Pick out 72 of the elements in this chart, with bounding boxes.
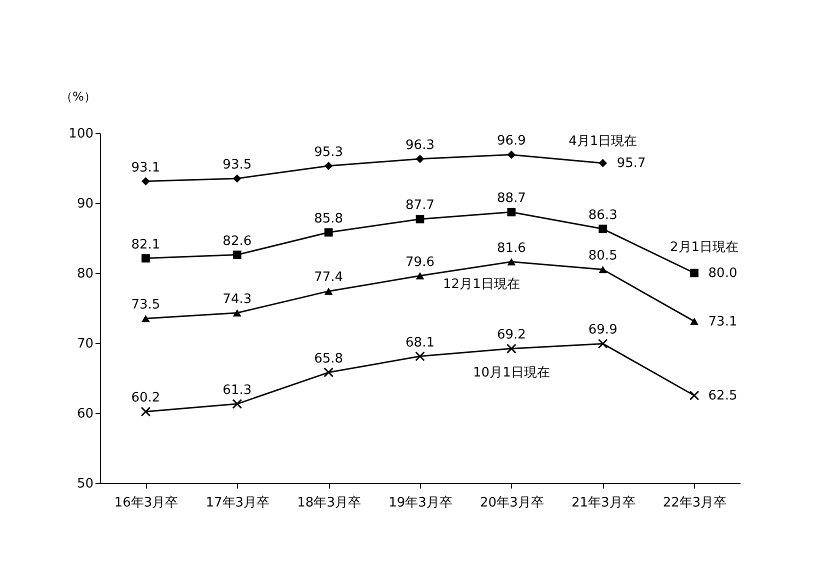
point (140, 406, 151, 417)
x-tick-label: 21年3月卒 (571, 496, 636, 510)
point (416, 154, 424, 164)
point (598, 158, 608, 168)
point (689, 390, 700, 400)
y-tick-label: 90 (76, 196, 94, 212)
point (506, 344, 516, 354)
point (324, 162, 333, 170)
data-label: 65.8 (314, 351, 344, 366)
point (232, 309, 242, 317)
data-label: 85.8 (314, 211, 344, 226)
point (324, 367, 334, 378)
point (416, 214, 424, 224)
data-label: 93.5 (222, 158, 252, 172)
data-label: 68.1 (406, 335, 434, 350)
data-label: 79.6 (406, 254, 434, 270)
point (507, 150, 516, 159)
x-tick-label: 22年3月卒 (662, 496, 727, 510)
point (507, 258, 516, 266)
data-label: 62.5 (708, 388, 738, 404)
x-tick-label: 17年3月卒 (206, 496, 270, 510)
data-label: 77.4 (314, 270, 344, 286)
point (598, 338, 608, 349)
point (232, 174, 242, 183)
point (324, 228, 333, 237)
series-label: 10月1日現在 (473, 366, 550, 381)
y-axis-title: （%） (60, 90, 96, 104)
data-label: 87.7 (406, 198, 434, 214)
y-tick-label: 70 (76, 336, 94, 352)
series-label: 2月1日現在 (670, 240, 739, 255)
x-tick-label: 20年3月卒 (480, 496, 544, 510)
data-label: 60.2 (131, 390, 160, 406)
data-label: 95.3 (314, 144, 344, 160)
point (598, 266, 608, 274)
data-label: 81.6 (496, 240, 526, 256)
point (598, 224, 608, 234)
point (142, 314, 150, 322)
point (324, 288, 333, 295)
point (690, 318, 698, 325)
y-tick-label: 50 (76, 476, 94, 492)
point (142, 254, 150, 262)
point (232, 250, 242, 259)
y-tick-label: 80 (76, 266, 94, 282)
point (690, 268, 698, 278)
data-label: 69.9 (588, 322, 618, 338)
point (142, 177, 150, 186)
point (415, 351, 425, 362)
data-label: 95.7 (616, 156, 646, 172)
x-tick-label: 19年3月卒 (388, 496, 452, 510)
data-label: 82.1 (131, 237, 160, 252)
point (232, 398, 242, 409)
data-label: 80.0 (708, 266, 738, 281)
data-label: 73.5 (131, 298, 160, 312)
x-tick-label: 16年3月卒 (114, 496, 178, 510)
data-label: 74.3 (222, 292, 252, 307)
point (507, 208, 516, 216)
data-label: 96.3 (406, 138, 434, 153)
data-label: 80.5 (588, 248, 618, 264)
x-tick-label: 18年3月卒 (297, 496, 361, 510)
point (416, 272, 424, 280)
data-label: 69.2 (496, 328, 526, 343)
data-label: 61.3 (222, 382, 252, 398)
data-label: 93.1 (131, 160, 160, 176)
data-label: 82.6 (222, 234, 252, 249)
y-tick-label: 100 (68, 126, 94, 142)
data-label: 96.9 (496, 134, 526, 149)
data-label: 86.3 (588, 208, 618, 223)
data-label: 88.7 (496, 191, 526, 206)
series-label: 4月1日現在 (568, 134, 638, 150)
data-label: 73.1 (708, 314, 738, 330)
y-tick-label: 60 (76, 406, 94, 422)
series-label: 12月1日現在 (443, 276, 520, 292)
